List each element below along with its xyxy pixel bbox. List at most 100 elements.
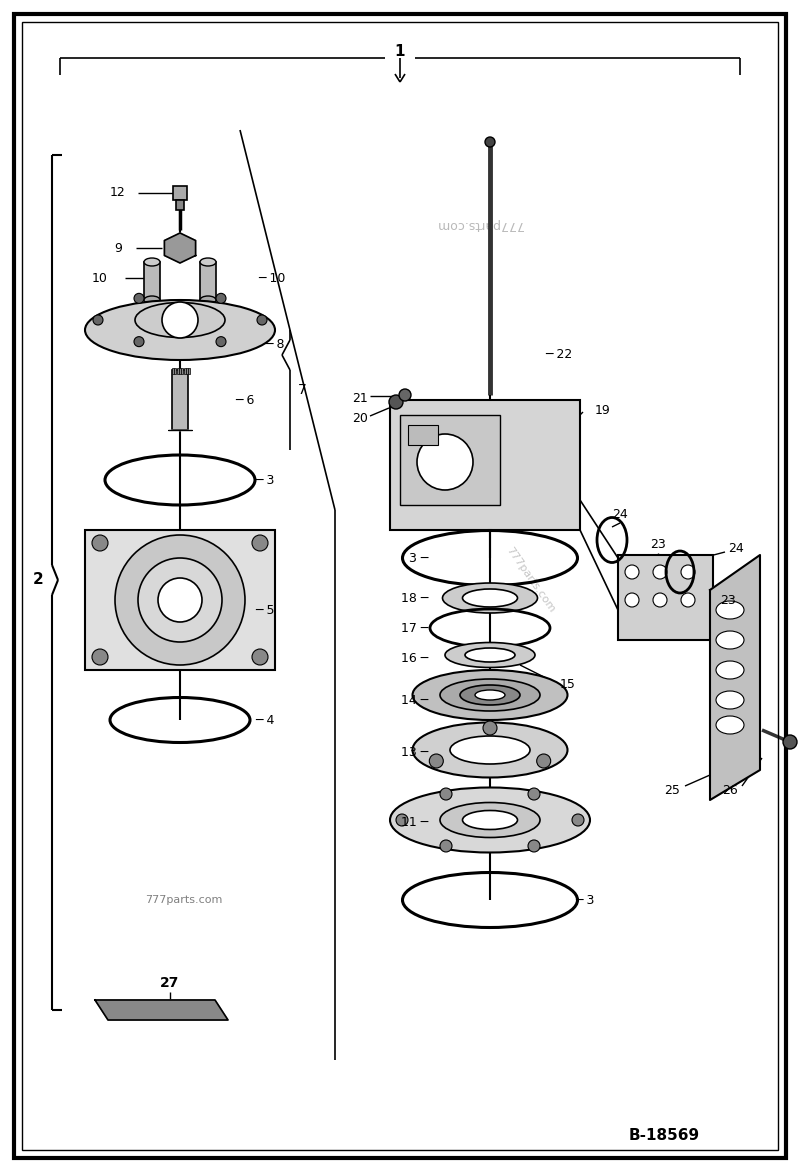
Text: 1: 1 (394, 45, 406, 60)
Polygon shape (710, 556, 760, 800)
Circle shape (440, 788, 452, 800)
Text: 13 ─: 13 ─ (401, 745, 428, 758)
Text: ─ 22: ─ 22 (545, 348, 572, 361)
Ellipse shape (716, 661, 744, 679)
Ellipse shape (413, 670, 567, 720)
Ellipse shape (716, 601, 744, 619)
Bar (172, 370, 188, 430)
Bar (179, 368, 181, 374)
Circle shape (440, 840, 452, 852)
Bar (183, 368, 186, 374)
Circle shape (115, 534, 245, 665)
Ellipse shape (475, 690, 505, 700)
Ellipse shape (462, 811, 518, 830)
Polygon shape (165, 233, 195, 263)
Text: 21: 21 (352, 391, 368, 404)
Text: 2: 2 (33, 572, 43, 587)
Text: ─ 10: ─ 10 (258, 272, 286, 285)
Ellipse shape (135, 302, 225, 338)
Text: B-18569: B-18569 (629, 1127, 700, 1143)
Text: 16 ─: 16 ─ (401, 652, 428, 665)
Text: 25: 25 (664, 784, 680, 797)
Text: 10: 10 (92, 272, 108, 285)
Circle shape (528, 840, 540, 852)
Text: 777parts.com: 777parts.com (145, 895, 222, 905)
Circle shape (216, 336, 226, 347)
Circle shape (483, 721, 497, 735)
Bar (174, 368, 176, 374)
Text: 24: 24 (728, 541, 744, 554)
Ellipse shape (445, 642, 535, 668)
Bar (408, 425, 438, 445)
Circle shape (162, 302, 198, 338)
Circle shape (216, 293, 226, 304)
Ellipse shape (440, 679, 540, 711)
Circle shape (92, 534, 108, 551)
Circle shape (653, 565, 667, 579)
Bar (618, 556, 713, 640)
Circle shape (572, 815, 584, 826)
Bar (390, 400, 580, 530)
Circle shape (252, 534, 268, 551)
Bar (200, 263, 216, 300)
Bar (172, 368, 174, 374)
Bar (85, 530, 275, 670)
Text: 11 ─: 11 ─ (401, 816, 428, 829)
Ellipse shape (460, 684, 520, 706)
Circle shape (389, 395, 403, 409)
Bar (176, 200, 184, 210)
Ellipse shape (462, 590, 518, 607)
Text: 12: 12 (110, 186, 126, 199)
Text: 15: 15 (560, 679, 576, 691)
Circle shape (417, 434, 473, 490)
Text: 777parts.com: 777parts.com (437, 218, 523, 232)
Circle shape (138, 558, 222, 642)
Text: 23: 23 (650, 538, 666, 552)
Ellipse shape (200, 297, 216, 304)
Circle shape (134, 336, 144, 347)
Text: 777parts.com: 777parts.com (504, 545, 556, 614)
Circle shape (528, 788, 540, 800)
Bar (188, 368, 190, 374)
Ellipse shape (144, 258, 160, 266)
Ellipse shape (85, 300, 275, 360)
Text: 24: 24 (612, 509, 628, 522)
Circle shape (93, 315, 103, 325)
Text: 7: 7 (298, 383, 306, 397)
Text: 23: 23 (720, 593, 736, 606)
Polygon shape (95, 1000, 228, 1020)
Ellipse shape (450, 736, 530, 764)
Bar (186, 368, 188, 374)
Ellipse shape (716, 691, 744, 709)
Circle shape (681, 593, 695, 607)
Ellipse shape (716, 631, 744, 649)
Text: 26: 26 (722, 784, 738, 797)
Circle shape (783, 735, 797, 749)
Text: ─ 3: ─ 3 (255, 473, 274, 486)
Text: 9: 9 (114, 241, 122, 254)
Text: 27: 27 (160, 976, 180, 990)
Circle shape (257, 315, 267, 325)
Bar (144, 263, 160, 300)
Bar (173, 186, 187, 200)
Ellipse shape (442, 582, 538, 613)
Circle shape (92, 649, 108, 665)
Circle shape (252, 649, 268, 665)
Text: ─ 3: ─ 3 (575, 893, 594, 906)
Text: 17 ─: 17 ─ (401, 621, 428, 634)
Circle shape (625, 593, 639, 607)
Ellipse shape (144, 297, 160, 304)
Circle shape (537, 754, 550, 768)
Circle shape (681, 565, 695, 579)
Ellipse shape (716, 716, 744, 734)
Text: ─ 5: ─ 5 (255, 604, 274, 616)
Text: 19: 19 (595, 403, 610, 416)
Circle shape (485, 137, 495, 146)
Circle shape (134, 293, 144, 304)
Ellipse shape (390, 788, 590, 852)
Ellipse shape (465, 648, 515, 662)
Circle shape (396, 815, 408, 826)
Circle shape (625, 565, 639, 579)
Text: 3 ─: 3 ─ (409, 552, 428, 565)
Ellipse shape (413, 722, 567, 777)
